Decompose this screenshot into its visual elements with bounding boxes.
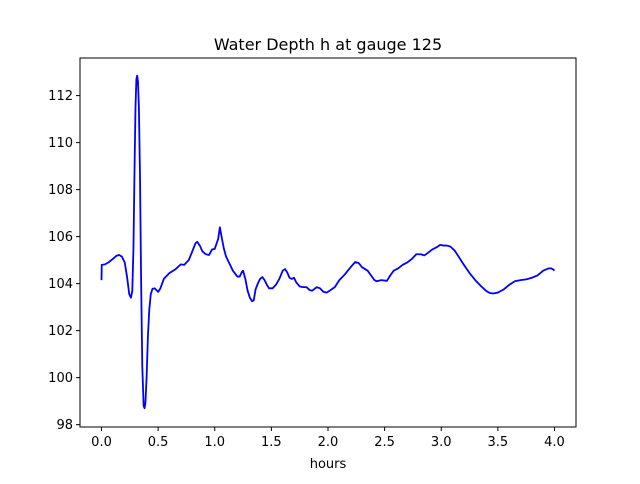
x-axis-label: hours bbox=[310, 457, 347, 472]
y-tick-label: 98 bbox=[56, 418, 73, 433]
x-tick-label: 0.0 bbox=[91, 435, 112, 450]
y-tick-label: 112 bbox=[48, 89, 73, 104]
x-tick-label: 2.0 bbox=[318, 435, 339, 450]
series-line bbox=[100, 74, 556, 410]
x-tick-label: 0.5 bbox=[148, 435, 169, 450]
y-axis: 98 100 102 104 106 108 110 112 bbox=[48, 89, 80, 433]
plot-area bbox=[100, 74, 556, 410]
y-tick-label: 106 bbox=[48, 230, 73, 245]
x-tick-label: 2.5 bbox=[374, 435, 395, 450]
chart-title: Water Depth h at gauge 125 bbox=[214, 35, 442, 54]
y-tick-label: 108 bbox=[48, 183, 73, 198]
y-tick-label: 110 bbox=[48, 136, 73, 151]
y-tick-label: 102 bbox=[48, 324, 73, 339]
y-tick-label: 100 bbox=[48, 371, 73, 386]
x-tick-label: 1.0 bbox=[204, 435, 225, 450]
y-tick-label: 104 bbox=[48, 277, 73, 292]
x-tick-label: 3.0 bbox=[431, 435, 452, 450]
x-axis: 0.0 0.5 1.0 1.5 2.0 2.5 3.0 3.5 4.0 bbox=[91, 427, 565, 450]
x-tick-label: 3.5 bbox=[488, 435, 509, 450]
x-tick-label: 4.0 bbox=[544, 435, 565, 450]
x-tick-label: 1.5 bbox=[261, 435, 282, 450]
